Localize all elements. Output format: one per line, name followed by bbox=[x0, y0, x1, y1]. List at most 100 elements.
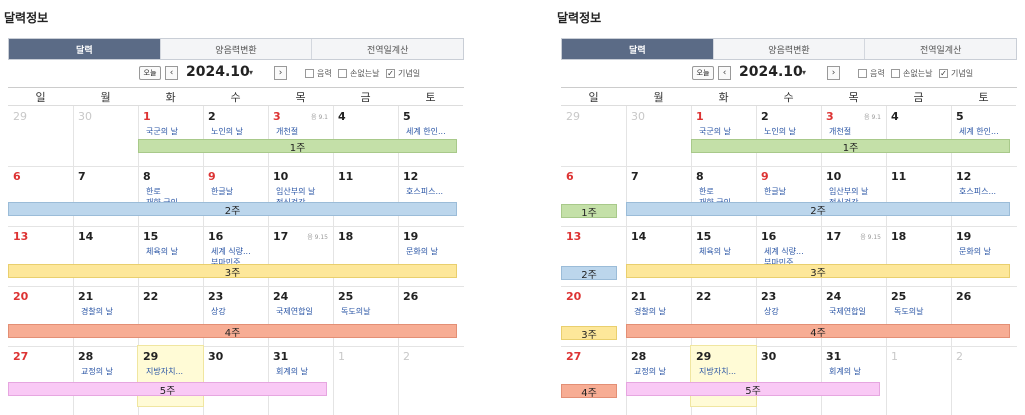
next-month-button[interactable]: › bbox=[827, 66, 840, 80]
day-cell[interactable]: 2 bbox=[398, 346, 463, 406]
event-label[interactable]: 경찰의 날 bbox=[81, 307, 113, 316]
event-label[interactable]: 한글날 bbox=[211, 187, 234, 196]
next-month-button[interactable]: › bbox=[274, 66, 287, 80]
event-label[interactable]: 호스피스... bbox=[406, 187, 444, 196]
event-label[interactable]: 국제연합일 bbox=[276, 307, 313, 316]
event-label[interactable]: 회계의 날 bbox=[276, 367, 308, 376]
tab-calendar[interactable]: 달력 bbox=[562, 39, 713, 59]
checkbox-box[interactable] bbox=[858, 69, 867, 78]
day-cell[interactable]: 11 bbox=[886, 166, 951, 226]
event-label[interactable]: 국군의 날 bbox=[146, 127, 178, 136]
day-cell[interactable]: 23 상강 bbox=[203, 286, 268, 346]
day-cell[interactable]: 18 bbox=[333, 226, 398, 286]
event-label[interactable]: 경찰의 날 bbox=[634, 307, 666, 316]
day-cell[interactable]: 20 bbox=[8, 286, 73, 346]
day-cell[interactable]: 1 bbox=[333, 346, 398, 406]
event-label[interactable]: 국제연합일 bbox=[829, 307, 866, 316]
week-bar[interactable]: 5주 bbox=[8, 382, 327, 397]
today-button[interactable]: 오늘 bbox=[139, 66, 161, 80]
event-label[interactable]: 지방자치... bbox=[146, 367, 184, 376]
event-label[interactable]: 지방자치... bbox=[699, 367, 737, 376]
event-label[interactable]: 문화의 날 bbox=[406, 247, 438, 256]
event-label[interactable]: 부마민주... bbox=[764, 258, 802, 267]
day-cell[interactable]: 14 bbox=[626, 226, 691, 286]
day-cell[interactable]: 30 bbox=[73, 106, 138, 166]
day-cell[interactable]: 19 문화의 날 bbox=[398, 226, 463, 286]
day-cell[interactable]: 6 bbox=[561, 166, 626, 226]
day-cell[interactable]: 5 세계 한인... bbox=[398, 106, 463, 166]
day-cell[interactable]: 2 노인의 날 bbox=[756, 106, 821, 166]
day-cell[interactable]: 21 경찰의 날 bbox=[626, 286, 691, 346]
checkbox-box[interactable] bbox=[305, 69, 314, 78]
week-bar[interactable]: 2주 bbox=[8, 202, 457, 217]
tab-lunar-convert[interactable]: 양음력변환 bbox=[159, 39, 312, 59]
checkbox-anniversary[interactable]: ✓ 기념일 bbox=[939, 68, 973, 79]
event-label[interactable]: 회계의 날 bbox=[829, 367, 861, 376]
day-cell[interactable]: 12 호스피스... bbox=[951, 166, 1016, 226]
event-label[interactable]: 독도의날 bbox=[894, 307, 924, 316]
day-cell[interactable]: 16 세계 식량... 부마민주... bbox=[203, 226, 268, 286]
event-label[interactable]: 개천절 bbox=[276, 127, 299, 136]
event-label[interactable]: 국군의 날 bbox=[699, 127, 731, 136]
day-cell[interactable]: 21 경찰의 날 bbox=[73, 286, 138, 346]
event-label[interactable]: 체육의 날 bbox=[146, 247, 178, 256]
week-bar[interactable]: 1주 bbox=[691, 139, 1010, 154]
event-label[interactable]: 세계 식량... bbox=[211, 247, 251, 256]
event-label[interactable]: 임산부의 날 bbox=[276, 187, 316, 196]
day-cell[interactable]: 25 독도의날 bbox=[333, 286, 398, 346]
day-cell[interactable]: 1 bbox=[886, 346, 951, 406]
event-label[interactable]: 한글날 bbox=[764, 187, 787, 196]
day-cell[interactable]: 30 bbox=[203, 346, 268, 406]
day-cell[interactable]: 30 bbox=[626, 106, 691, 166]
week-bar-small[interactable]: 4주 bbox=[561, 384, 617, 399]
day-cell[interactable]: 22 bbox=[691, 286, 756, 346]
day-cell[interactable]: 11 bbox=[333, 166, 398, 226]
day-cell[interactable]: 18 bbox=[886, 226, 951, 286]
day-cell[interactable]: 12 호스피스... bbox=[398, 166, 463, 226]
day-cell[interactable]: 8한로재향 군인... bbox=[691, 166, 756, 226]
day-cell[interactable]: 17 음 9.15 bbox=[268, 226, 333, 286]
day-cell[interactable]: 7 bbox=[626, 166, 691, 226]
week-bar[interactable]: 2주 bbox=[626, 202, 1010, 217]
day-cell[interactable]: 9 한글날 bbox=[756, 166, 821, 226]
event-label[interactable]: 교정의 날 bbox=[634, 367, 666, 376]
checkbox-no-loss-day[interactable]: 손없는날 bbox=[338, 68, 379, 79]
event-label[interactable]: 교정의 날 bbox=[81, 367, 113, 376]
day-cell[interactable]: 24 국제연합일 bbox=[821, 286, 886, 346]
day-cell[interactable]: 23 상강 bbox=[756, 286, 821, 346]
day-cell[interactable]: 16 세계 식량... 부마민주... bbox=[756, 226, 821, 286]
checkbox-lunar[interactable]: 음력 bbox=[858, 68, 885, 79]
day-cell[interactable]: 15 체육의 날 bbox=[691, 226, 756, 286]
event-label[interactable]: 노인의 날 bbox=[764, 127, 796, 136]
checkbox-box[interactable] bbox=[891, 69, 900, 78]
day-cell[interactable]: 13 bbox=[561, 226, 626, 286]
event-label[interactable]: 개천절 bbox=[829, 127, 852, 136]
checkbox-anniversary[interactable]: ✓ 기념일 bbox=[386, 68, 420, 79]
day-cell[interactable]: 27 bbox=[561, 346, 626, 406]
event-label[interactable]: 호스피스... bbox=[959, 187, 997, 196]
week-bar-small[interactable]: 1주 bbox=[561, 204, 617, 219]
day-cell[interactable]: 8한로재향 군인... bbox=[138, 166, 203, 226]
week-bar[interactable]: 1주 bbox=[138, 139, 457, 154]
day-cell[interactable]: 3 음 9.1 개천절 bbox=[821, 106, 886, 166]
event-label[interactable]: 세계 식량... bbox=[764, 247, 804, 256]
caret-down-icon[interactable]: ▾ bbox=[802, 68, 807, 77]
day-cell[interactable]: 13 bbox=[8, 226, 73, 286]
day-cell[interactable]: 7 bbox=[73, 166, 138, 226]
day-cell[interactable]: 22 bbox=[138, 286, 203, 346]
day-cell[interactable]: 31 회계의 날 bbox=[821, 346, 886, 406]
tab-lunar-convert[interactable]: 양음력변환 bbox=[712, 39, 865, 59]
day-cell[interactable]: 30 bbox=[756, 346, 821, 406]
day-cell[interactable]: 17 음 9.15 bbox=[821, 226, 886, 286]
day-cell[interactable]: 1 국군의 날 bbox=[138, 106, 203, 166]
day-cell[interactable]: 9 한글날 bbox=[203, 166, 268, 226]
event-label[interactable]: 상강 bbox=[764, 307, 779, 316]
day-cell[interactable]: 4 bbox=[886, 106, 951, 166]
day-cell[interactable]: 2 bbox=[951, 346, 1016, 406]
day-cell[interactable]: 26 bbox=[951, 286, 1016, 346]
week-bar-small[interactable]: 3주 bbox=[561, 326, 617, 341]
prev-month-button[interactable]: ‹ bbox=[165, 66, 178, 80]
tab-discharge-calc[interactable]: 전역일계산 bbox=[311, 39, 464, 59]
event-label[interactable]: 한로 bbox=[146, 187, 161, 196]
